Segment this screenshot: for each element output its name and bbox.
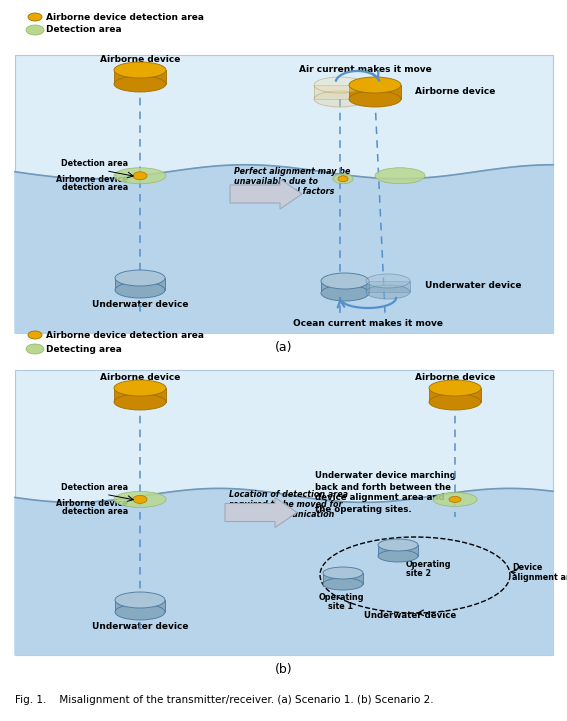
Ellipse shape bbox=[114, 380, 166, 396]
Ellipse shape bbox=[449, 496, 461, 503]
Text: Airborne device detection area: Airborne device detection area bbox=[46, 12, 204, 22]
Ellipse shape bbox=[375, 168, 425, 184]
Ellipse shape bbox=[349, 77, 401, 93]
Bar bbox=[115, 278, 165, 290]
Ellipse shape bbox=[429, 380, 481, 396]
Ellipse shape bbox=[314, 91, 366, 107]
Text: Underwater device: Underwater device bbox=[364, 611, 456, 620]
Bar bbox=[114, 388, 166, 402]
Bar bbox=[314, 85, 366, 99]
Polygon shape bbox=[230, 179, 302, 209]
Text: Airborne device: Airborne device bbox=[415, 373, 495, 382]
Ellipse shape bbox=[26, 344, 44, 354]
Ellipse shape bbox=[333, 174, 353, 184]
Ellipse shape bbox=[133, 172, 147, 180]
Bar bbox=[114, 70, 166, 84]
Text: back and forth between the: back and forth between the bbox=[315, 482, 451, 492]
Ellipse shape bbox=[338, 176, 348, 182]
Text: Airborne device detection area: Airborne device detection area bbox=[46, 330, 204, 340]
Text: site 1: site 1 bbox=[328, 602, 353, 611]
Ellipse shape bbox=[115, 592, 165, 608]
Text: Detection area: Detection area bbox=[46, 25, 122, 35]
Bar bbox=[115, 600, 165, 612]
Ellipse shape bbox=[366, 285, 410, 299]
Text: Perfect alignment may be: Perfect alignment may be bbox=[234, 167, 350, 177]
Text: Air current makes it move: Air current makes it move bbox=[299, 64, 431, 74]
Text: Detection area: Detection area bbox=[61, 483, 128, 492]
Bar bbox=[429, 388, 481, 402]
Ellipse shape bbox=[133, 495, 147, 503]
Ellipse shape bbox=[28, 13, 42, 21]
Text: unavailable due to: unavailable due to bbox=[234, 177, 318, 187]
Ellipse shape bbox=[433, 492, 477, 506]
Bar bbox=[378, 545, 418, 556]
Text: Airborne device: Airborne device bbox=[100, 55, 180, 64]
Text: Detecting area: Detecting area bbox=[46, 345, 122, 353]
Text: Ocean current makes it move: Ocean current makes it move bbox=[293, 319, 443, 327]
Text: required to be moved for: required to be moved for bbox=[229, 500, 342, 509]
Polygon shape bbox=[225, 497, 297, 528]
Text: Device: Device bbox=[512, 562, 543, 572]
Ellipse shape bbox=[349, 91, 401, 107]
Ellipse shape bbox=[114, 76, 166, 92]
Ellipse shape bbox=[378, 550, 418, 562]
Text: Airborne device: Airborne device bbox=[56, 499, 128, 508]
Ellipse shape bbox=[321, 285, 369, 301]
Text: Underwater device marching: Underwater device marching bbox=[315, 472, 456, 480]
Text: the operating sites.: the operating sites. bbox=[315, 505, 412, 513]
Text: Underwater device: Underwater device bbox=[92, 300, 188, 309]
Ellipse shape bbox=[321, 273, 369, 289]
Ellipse shape bbox=[366, 274, 410, 288]
Ellipse shape bbox=[26, 25, 44, 35]
Text: (b): (b) bbox=[275, 663, 293, 676]
Ellipse shape bbox=[323, 567, 363, 579]
Ellipse shape bbox=[28, 331, 42, 339]
Ellipse shape bbox=[115, 604, 165, 620]
Ellipse shape bbox=[114, 62, 166, 78]
Polygon shape bbox=[15, 488, 553, 655]
Text: flexible communication: flexible communication bbox=[229, 510, 335, 519]
Text: Operating: Operating bbox=[406, 560, 451, 569]
Text: Location of detection area: Location of detection area bbox=[229, 490, 348, 499]
Text: Detection area: Detection area bbox=[61, 159, 128, 168]
Ellipse shape bbox=[314, 77, 366, 93]
Text: Airborne device: Airborne device bbox=[100, 373, 180, 382]
Text: Underwater device: Underwater device bbox=[425, 281, 522, 291]
Bar bbox=[349, 85, 401, 99]
Ellipse shape bbox=[429, 394, 481, 410]
Text: alignment area: alignment area bbox=[512, 572, 567, 582]
Text: Airborne device: Airborne device bbox=[56, 175, 128, 185]
Polygon shape bbox=[15, 165, 553, 333]
Text: (a): (a) bbox=[275, 340, 293, 353]
Text: Underwater device: Underwater device bbox=[92, 622, 188, 631]
Text: detection area: detection area bbox=[62, 507, 128, 516]
Ellipse shape bbox=[378, 539, 418, 551]
Ellipse shape bbox=[114, 168, 166, 184]
Text: Fig. 1.    Misalignment of the transmitter/receiver. (a) Scenario 1. (b) Scenari: Fig. 1. Misalignment of the transmitter/… bbox=[15, 695, 434, 705]
Bar bbox=[15, 55, 553, 333]
Text: environmental factors: environmental factors bbox=[234, 187, 335, 197]
Ellipse shape bbox=[114, 394, 166, 410]
Bar bbox=[321, 281, 369, 293]
Text: device alignment area and: device alignment area and bbox=[315, 493, 445, 503]
Ellipse shape bbox=[115, 270, 165, 286]
Text: detection area: detection area bbox=[62, 183, 128, 193]
Ellipse shape bbox=[115, 282, 165, 298]
Bar bbox=[15, 370, 553, 655]
Bar bbox=[323, 573, 363, 584]
Text: Operating: Operating bbox=[318, 593, 364, 602]
Text: Airborne device: Airborne device bbox=[415, 87, 496, 97]
Text: site 2: site 2 bbox=[406, 569, 431, 578]
Ellipse shape bbox=[323, 578, 363, 590]
Bar bbox=[366, 281, 410, 292]
Ellipse shape bbox=[114, 492, 166, 508]
